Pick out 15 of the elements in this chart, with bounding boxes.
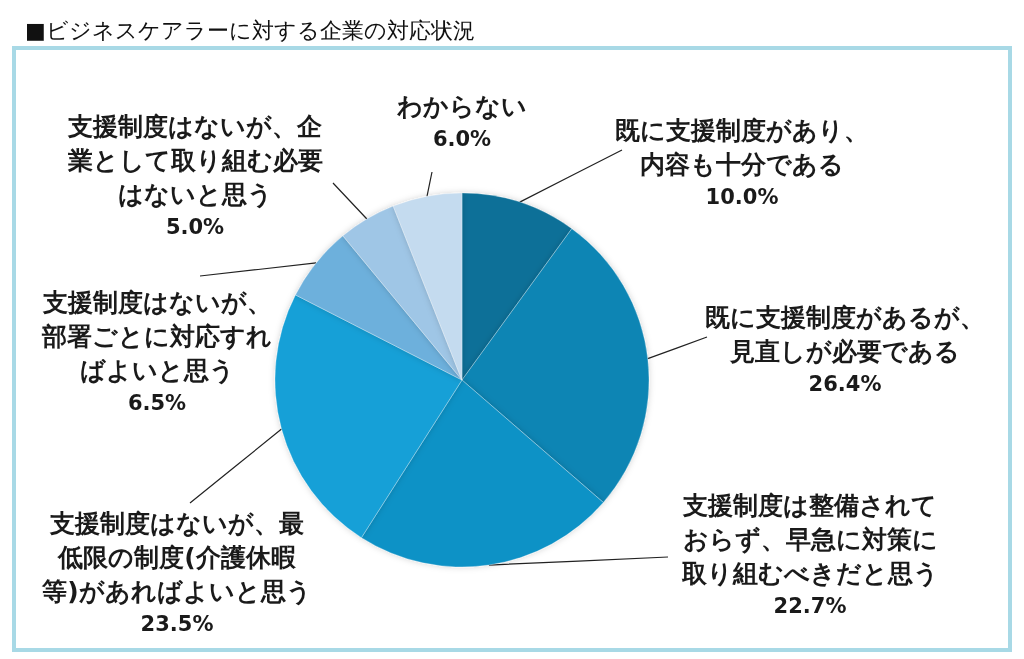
data-label: 22.7% xyxy=(773,594,847,618)
data-label: 26.4% xyxy=(808,372,882,396)
data-label: 23.5% xyxy=(140,612,214,636)
data-label: 5.0% xyxy=(165,215,225,239)
slice-label: 支援制度はないが、最低限の制度(介護休暇等)があればよいと思う xyxy=(41,508,312,606)
slice-label: 既に支援制度があるが、見直しが必要である xyxy=(705,302,985,366)
data-label: 6.5% xyxy=(127,391,187,415)
slice-label: 既に支援制度があり、内容も十分である xyxy=(615,115,869,179)
data-label: 6.0% xyxy=(432,127,492,151)
slice-label: 支援制度はないが、部署ごとに対応すればよいと思う xyxy=(41,287,272,385)
slice-label: 支援制度は整備されておらず、早急に対策に取り組むべきだと思う xyxy=(680,490,939,588)
slice-label: 支援制度はないが、企業として取り組む必要はないと思う xyxy=(66,111,323,209)
chart-title: ■ビジネスケアラーに対する企業の対応状況 xyxy=(25,17,475,43)
slice-label: わからない xyxy=(396,91,527,121)
data-label: 10.0% xyxy=(705,185,779,209)
